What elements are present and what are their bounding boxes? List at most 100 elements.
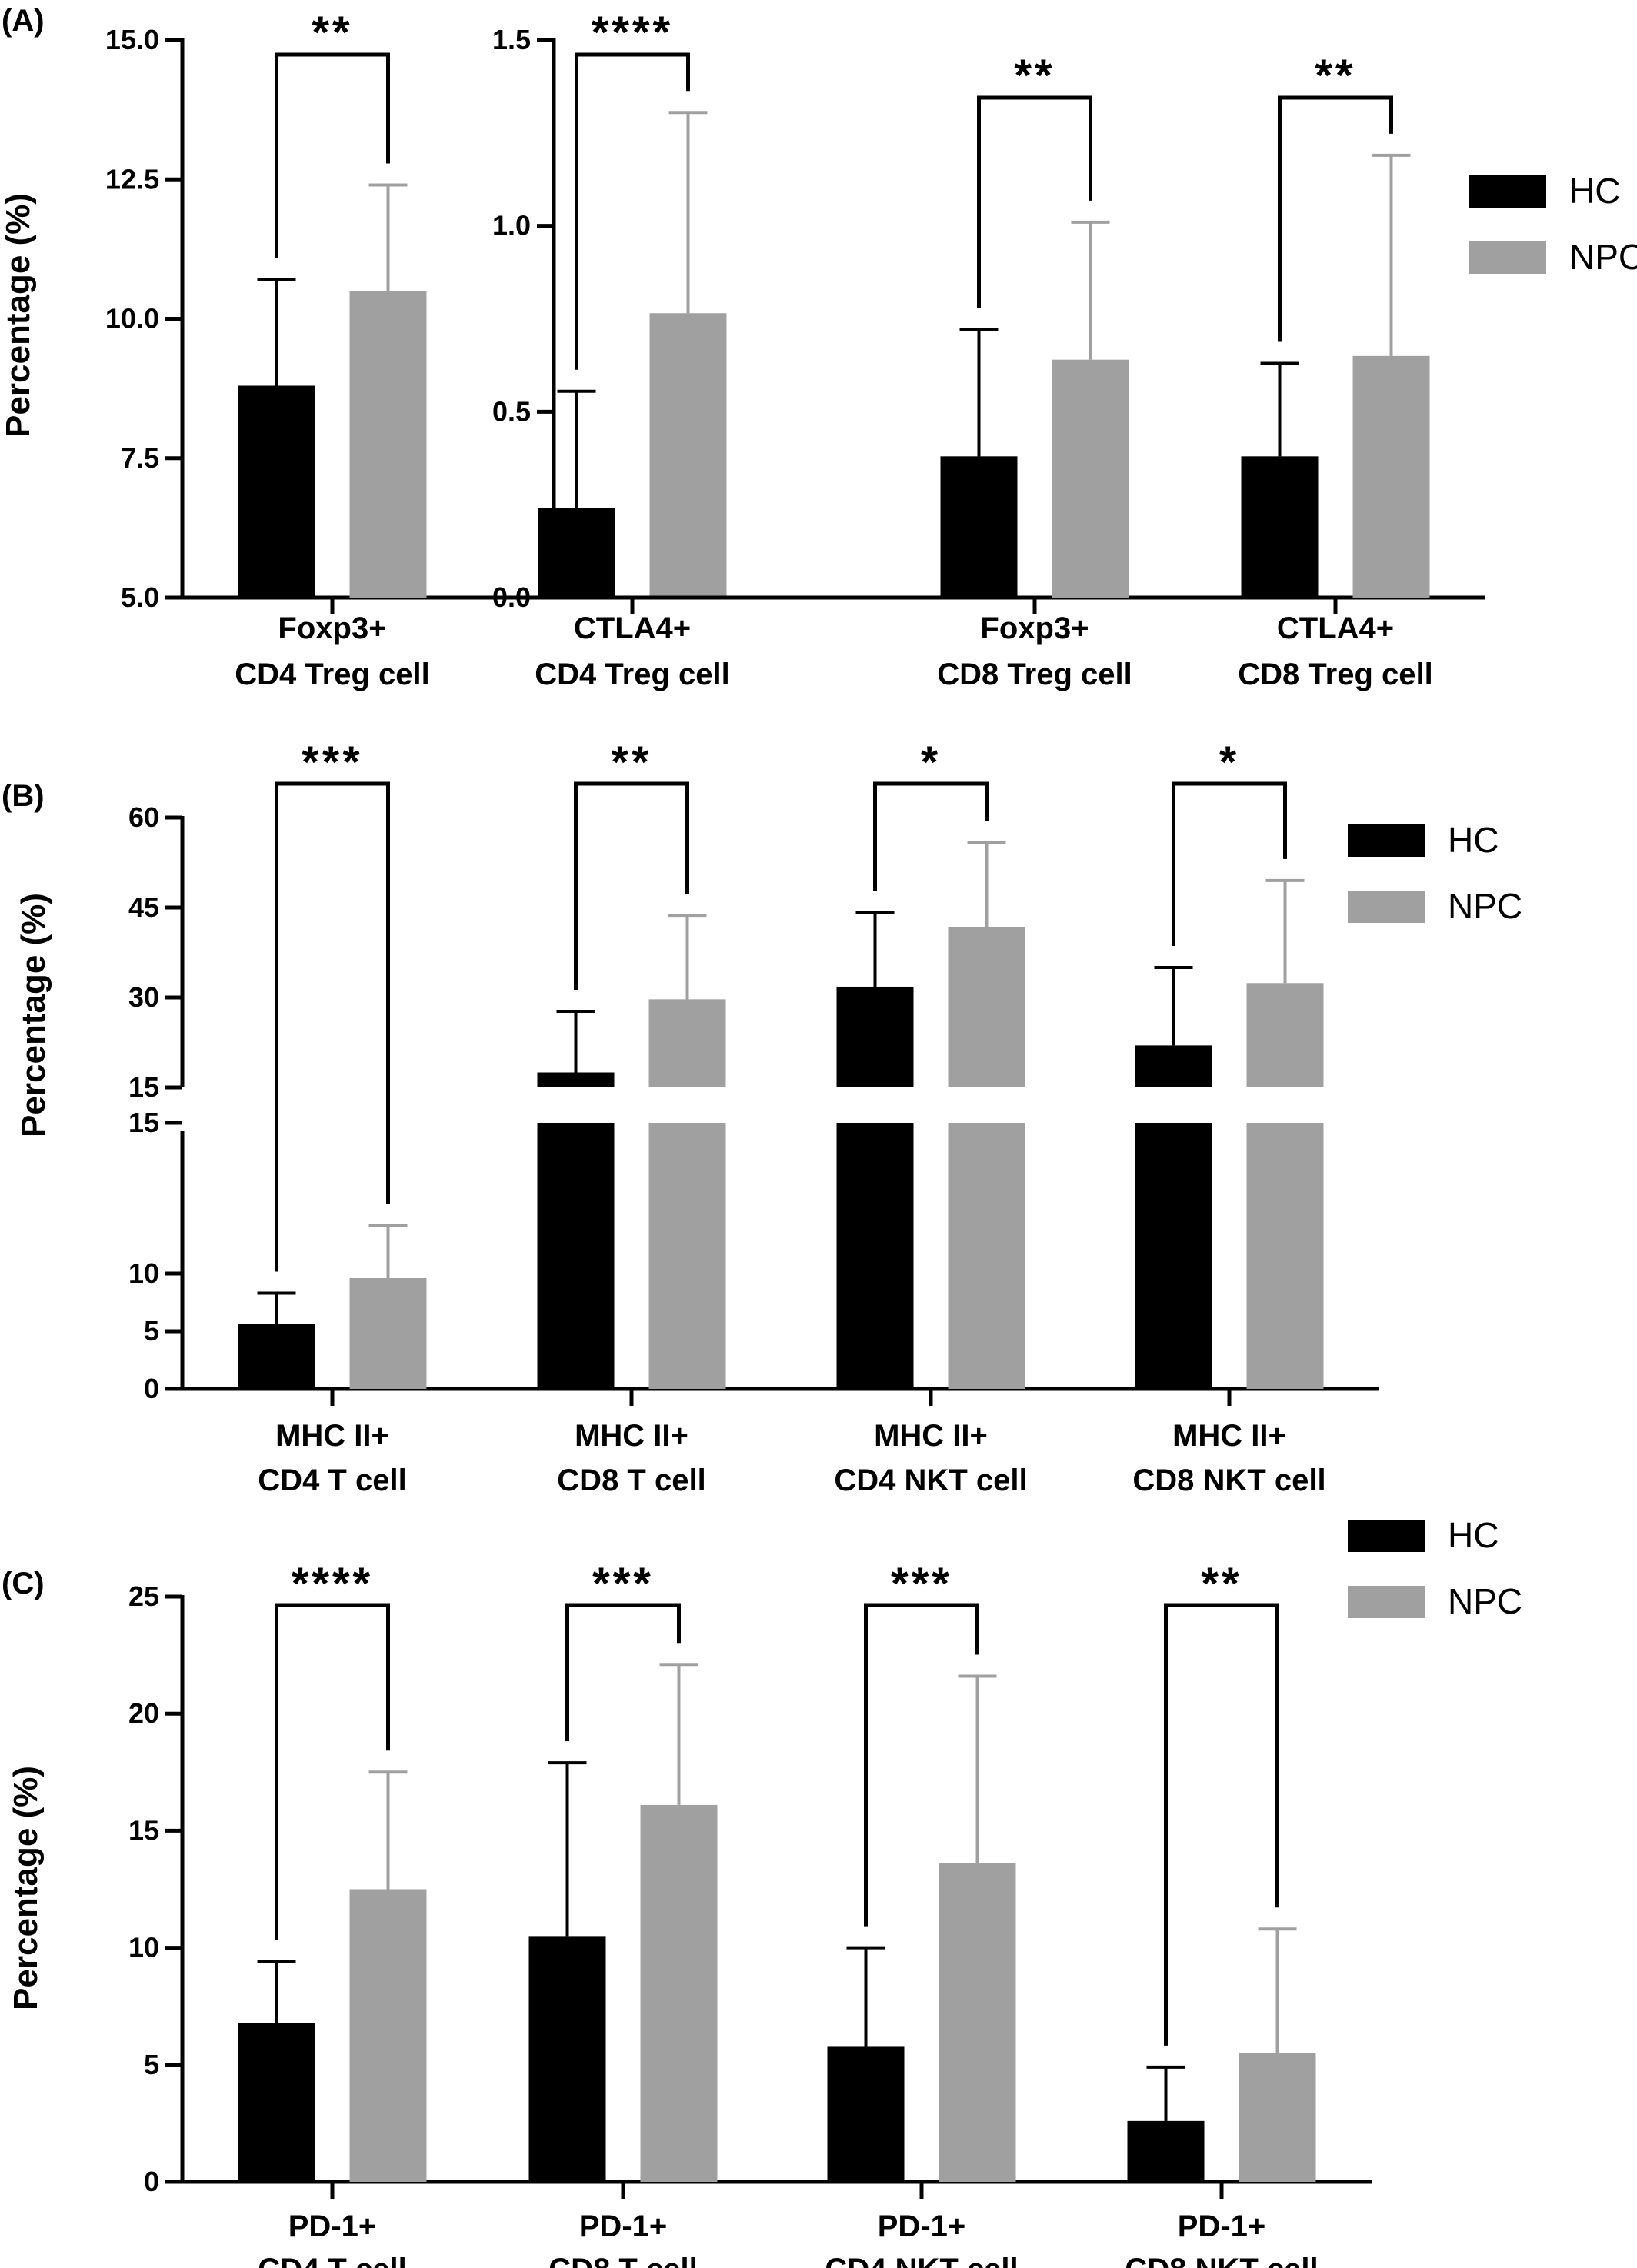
y-tick-label: 0.5: [492, 395, 531, 427]
bar-npc: [349, 1889, 427, 2182]
significance-bracket: [275, 781, 390, 1272]
significance-bracket: [977, 95, 1092, 308]
legend-label-hc: HC: [1448, 1515, 1499, 1555]
category-label: CD8 T cell: [548, 2253, 697, 2268]
category-label: CD4 NKT cell: [825, 2253, 1018, 2268]
category-label: CD4 Treg cell: [535, 658, 729, 691]
significance-label: *: [921, 738, 942, 788]
category-label: CD4 T cell: [258, 2253, 406, 2268]
bar-hc-lower: [1135, 1123, 1212, 1389]
panel-c-pd1-chart: 0 5 10 15 20 25 PD-1+ CD4 T cell PD-1+ CD8 T cell…: [2, 1515, 1522, 2268]
y-tick-label: 15: [128, 1107, 159, 1138]
category-label: CD8 Treg cell: [937, 658, 1132, 691]
significance-label: **: [611, 738, 652, 788]
bar-npc: [649, 313, 727, 598]
significance-bracket: [575, 52, 690, 370]
legend-swatch-npc: [1469, 241, 1546, 274]
legend-label-npc: NPC: [1569, 237, 1637, 277]
significance-label: ***: [592, 1559, 654, 1609]
significance-label: **: [1315, 51, 1355, 101]
legend-swatch-npc: [1348, 891, 1425, 923]
y-tick-label: 0: [144, 2166, 159, 2197]
category-label: CTLA4+: [1277, 611, 1394, 645]
category-label: CD4 NKT cell: [834, 1464, 1027, 1497]
bar-npc-lower: [948, 1123, 1025, 1389]
y-tick-label: 12.5: [105, 163, 159, 195]
bar-hc: [940, 456, 1018, 598]
significance-bracket: [1172, 781, 1287, 946]
bar-npc-upper: [1246, 983, 1324, 1087]
legend-label-npc: NPC: [1448, 886, 1522, 926]
panel-b-mhc-chart: 15 30 45 60 0 5 10 15 MHC II+ CD4 T cell MHC II+ CD…: [2, 738, 1522, 1497]
bar-hc: [528, 1936, 606, 2182]
category-label: PD-1+: [1178, 2210, 1266, 2243]
panel-label: (C): [2, 1567, 45, 1600]
category-label: PD-1+: [288, 2210, 377, 2243]
y-tick-label: 45: [128, 891, 159, 923]
legend-swatch-hc: [1469, 175, 1546, 208]
significance-label: **: [1201, 1559, 1242, 1609]
category-label: CD8 NKT cell: [1132, 1464, 1325, 1497]
bar-hc-upper: [537, 1072, 615, 1087]
legend-swatch-hc: [1348, 824, 1425, 857]
bar-hc: [1127, 2120, 1205, 2182]
y-axis-label: Percentage (%): [15, 893, 52, 1137]
category-label: PD-1+: [579, 2210, 668, 2243]
y-tick-label: 60: [128, 801, 159, 833]
y-tick-label: 20: [128, 1697, 159, 1729]
y-tick-label: 30: [128, 981, 159, 1013]
y-tick-label: 1.5: [492, 24, 531, 55]
y-tick-label: 5: [144, 1315, 159, 1347]
significance-label: *: [1219, 738, 1240, 788]
panel-label: (A): [2, 4, 45, 38]
y-axis-label: Percentage (%): [7, 1766, 45, 2010]
y-tick-label: 1.0: [492, 210, 531, 241]
y-tick-label: 10.0: [105, 303, 159, 335]
bar-npc-upper: [648, 999, 726, 1087]
bar-npc: [1352, 355, 1430, 598]
bar-hc-upper: [836, 986, 914, 1087]
y-tick-label: 0: [144, 1373, 159, 1404]
significance-bracket: [275, 1603, 390, 1940]
bar-hc-lower: [836, 1123, 914, 1389]
y-tick-label: 10: [128, 1932, 159, 1963]
bar-hc-upper: [1135, 1045, 1212, 1087]
category-label: CD8 Treg cell: [1238, 658, 1432, 691]
category-label: CD8 NKT cell: [1125, 2253, 1318, 2268]
significance-bracket: [565, 1603, 681, 1742]
significance-bracket: [873, 781, 989, 892]
bar-hc: [827, 2046, 905, 2182]
category-label: MHC II+: [275, 1419, 389, 1453]
bar-npc-upper: [948, 926, 1025, 1087]
bar-npc-lower: [1246, 1123, 1324, 1389]
y-axis-label: Percentage (%): [0, 193, 37, 438]
bar-hc: [1241, 456, 1319, 598]
significance-label: ***: [302, 738, 363, 788]
bar-hc: [238, 1324, 315, 1389]
legend-label-npc: NPC: [1448, 1581, 1522, 1621]
bar-hc: [238, 385, 315, 598]
panel-a-cd4-treg-chart: 5.0 7.5 10.0 12.5 15.0 Foxp3+ CD4 Treg cell CTL…: [0, 4, 782, 691]
bar-hc: [238, 2023, 315, 2182]
legend-label-hc: HC: [1448, 820, 1499, 860]
category-label: Foxp3+: [278, 611, 386, 645]
y-tick-label: 5.0: [121, 581, 159, 613]
category-label: CD4 T cell: [258, 1464, 406, 1497]
bar-hc: [538, 508, 615, 598]
significance-bracket: [1164, 1603, 1279, 2046]
category-label: MHC II+: [575, 1419, 688, 1453]
bar-npc: [640, 1804, 718, 2182]
category-label: CD8 T cell: [557, 1464, 705, 1497]
category-label: MHC II+: [1172, 1419, 1286, 1453]
y-tick-label: 10: [128, 1257, 159, 1289]
category-label: MHC II+: [874, 1419, 988, 1453]
panel-label: (B): [2, 779, 45, 813]
category-label: PD-1+: [878, 2210, 966, 2243]
y-tick-label: 0.0: [492, 581, 531, 613]
significance-label: ****: [292, 1559, 373, 1609]
significance-bracket: [864, 1603, 979, 1927]
legend-swatch-npc: [1348, 1586, 1425, 1618]
category-label: CTLA4+: [574, 611, 691, 645]
significance-label: **: [1014, 51, 1055, 101]
